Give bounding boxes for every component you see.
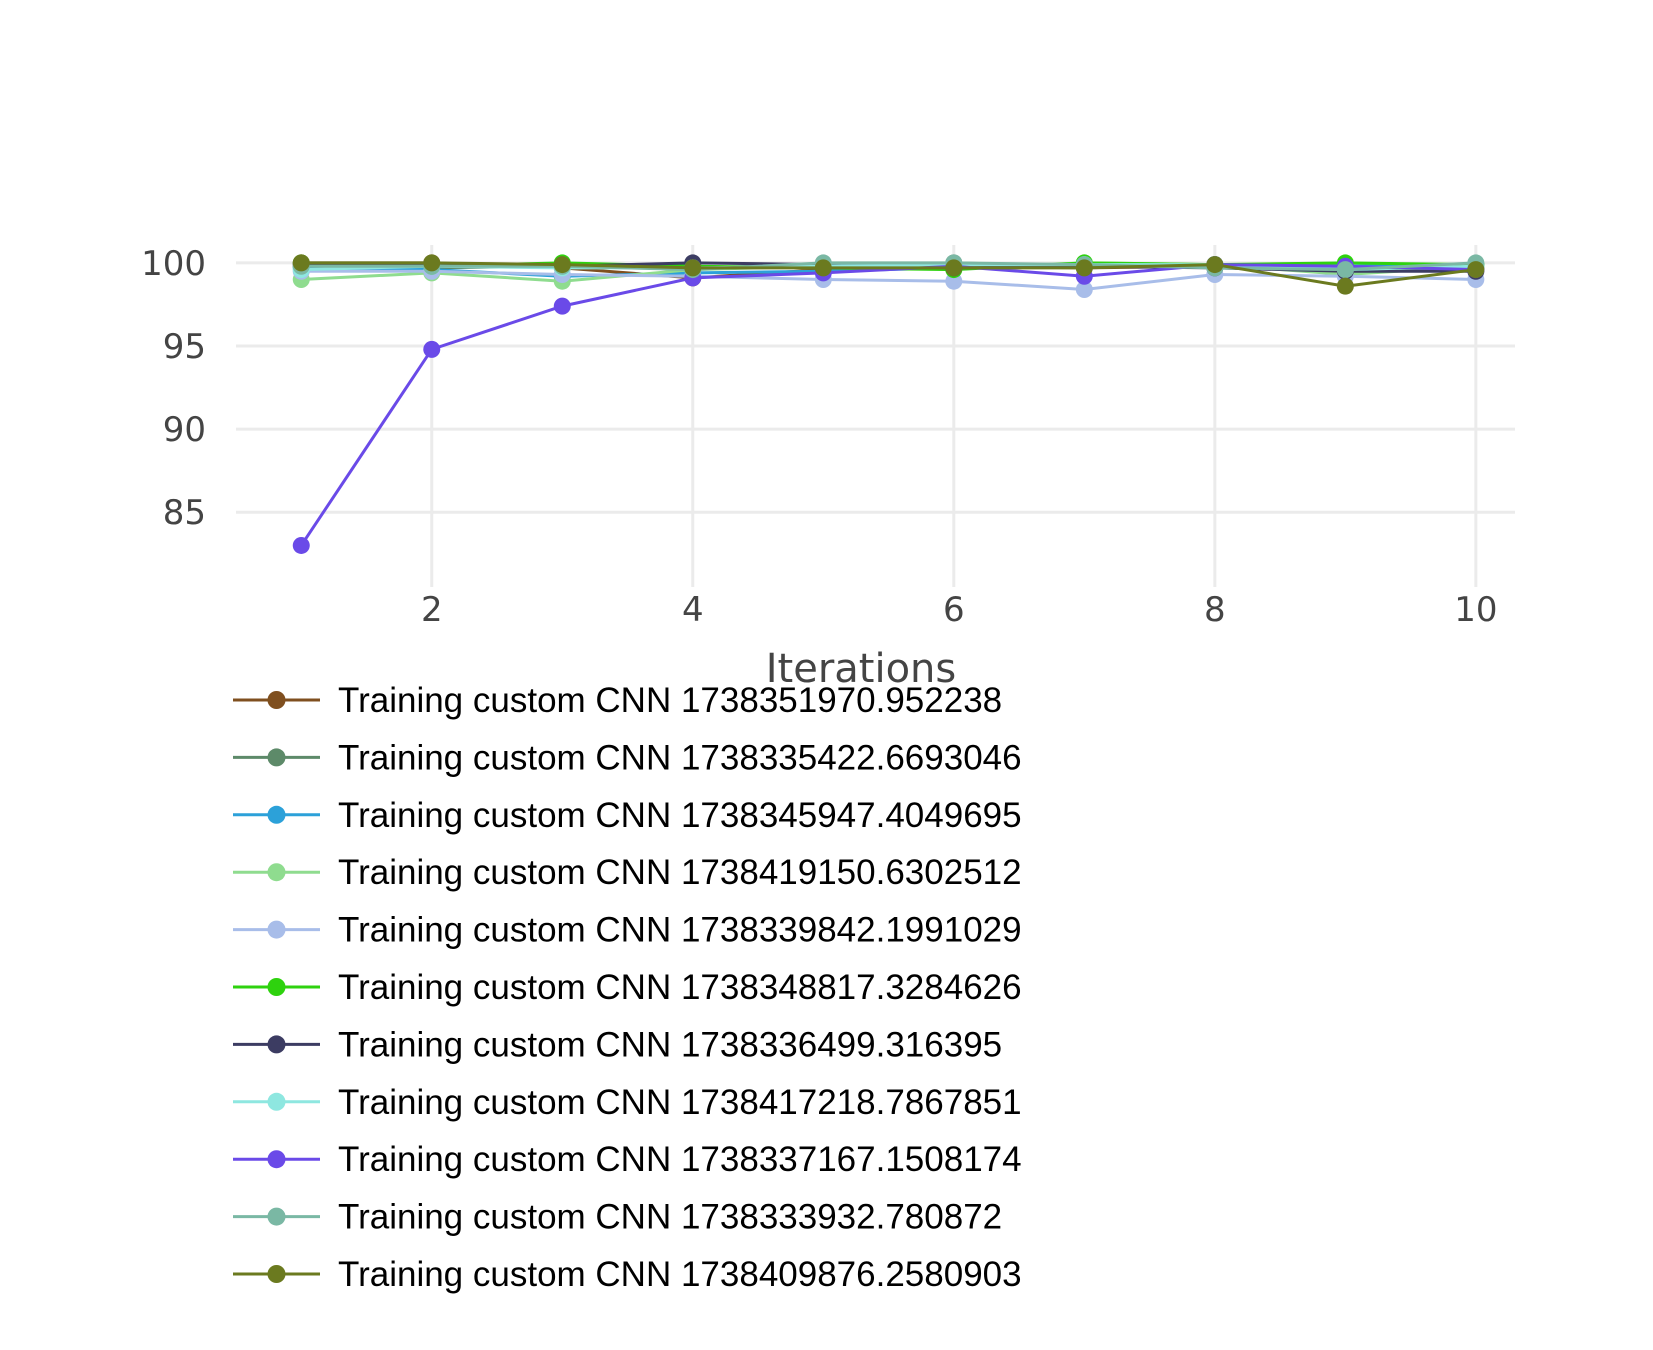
x-tick-label: 4 (682, 590, 704, 630)
legend-label: Training custom CNN 1738419150.6302512 (338, 853, 1022, 892)
legend-label: Training custom CNN 1738333932.780872 (338, 1198, 1002, 1237)
data-point (292, 536, 310, 554)
y-tick-label: 85 (163, 493, 206, 533)
legend-swatch-marker (267, 920, 286, 939)
series-line (301, 269, 1476, 292)
y-axis-ticks: 85 90 95 100 (141, 244, 206, 533)
x-tick-label: 10 (1454, 590, 1497, 630)
y-tick-label: 100 (141, 244, 206, 284)
legend-swatch-marker (267, 1092, 286, 1111)
series-9 (292, 256, 1485, 554)
data-point (1206, 256, 1224, 274)
data-point (1075, 281, 1093, 299)
data-point (814, 259, 832, 277)
x-axis-ticks: 2 4 6 8 10 (421, 590, 1498, 630)
legend-item[interactable]: Training custom CNN 1738337167.1508174 (233, 1140, 1022, 1179)
series-layer (292, 254, 1485, 554)
legend-label: Training custom CNN 1738409876.2580903 (338, 1255, 1022, 1294)
legend-label: Training custom CNN 1738351970.952238 (338, 681, 1002, 720)
legend-item[interactable]: Training custom CNN 1738339842.1991029 (233, 911, 1022, 950)
legend-label: Training custom CNN 1738335422.6693046 (338, 738, 1022, 777)
data-point (945, 272, 963, 290)
legend-item[interactable]: Training custom CNN 1738335422.6693046 (233, 738, 1022, 777)
series-11 (292, 254, 1485, 295)
legend-item[interactable]: Training custom CNN 1738417218.7867851 (233, 1083, 1022, 1122)
legend-swatch-marker (267, 1207, 286, 1226)
legend-label: Training custom CNN 1738345947.4049695 (338, 796, 1022, 835)
y-tick-label: 95 (163, 327, 206, 367)
legend-item[interactable]: Training custom CNN 1738348817.3284626 (233, 968, 1022, 1007)
data-point (423, 254, 441, 272)
data-point (292, 254, 310, 272)
data-point (553, 297, 571, 315)
grid (236, 245, 1515, 587)
legend-label: Training custom CNN 1738348817.3284626 (338, 968, 1022, 1007)
data-point (1336, 261, 1354, 279)
data-point (1336, 277, 1354, 295)
x-tick-label: 6 (943, 590, 965, 630)
x-tick-label: 8 (1204, 590, 1226, 630)
y-tick-label: 90 (163, 410, 206, 450)
legend-swatch-marker (267, 748, 286, 767)
legend-swatch-marker (267, 863, 286, 882)
legend-swatch-marker (267, 1265, 286, 1283)
series-line (300, 263, 1476, 547)
data-point (553, 256, 571, 274)
legend-swatch-marker (267, 691, 286, 709)
legend-item[interactable]: Training custom CNN 1738336499.316395 (233, 1025, 1002, 1064)
data-point (1075, 259, 1093, 277)
legend-swatch-marker (267, 1150, 286, 1169)
legend-swatch-marker (267, 1035, 286, 1054)
legend-item[interactable]: Training custom CNN 1738351970.952238 (233, 681, 1002, 720)
data-point (423, 340, 441, 358)
x-axis-title: Iterations (766, 646, 957, 692)
legend-item[interactable]: Training custom CNN 1738333932.780872 (233, 1198, 1002, 1237)
legend-item[interactable]: Training custom CNN 1738345947.4049695 (233, 796, 1022, 835)
legend-label: Training custom CNN 1738417218.7867851 (338, 1083, 1022, 1122)
legend-label: Training custom CNN 1738336499.316395 (338, 1025, 1002, 1064)
legend-item[interactable]: Training custom CNN 1738409876.2580903 (233, 1255, 1022, 1294)
series-line (301, 261, 1477, 288)
legend-swatch-marker (267, 978, 286, 996)
legend[interactable]: Training custom CNN 1738351970.952238 Tra… (233, 681, 1022, 1294)
legend-swatch-marker (267, 805, 286, 824)
x-tick-label: 2 (421, 590, 443, 630)
legend-item[interactable]: Training custom CNN 1738419150.6302512 (233, 853, 1022, 892)
series-line (301, 261, 1476, 272)
data-point (945, 259, 963, 277)
data-point (1467, 261, 1485, 279)
legend-label: Training custom CNN 1738337167.1508174 (338, 1140, 1022, 1179)
data-point (684, 259, 702, 277)
legend-label: Training custom CNN 1738339842.1991029 (338, 911, 1022, 950)
